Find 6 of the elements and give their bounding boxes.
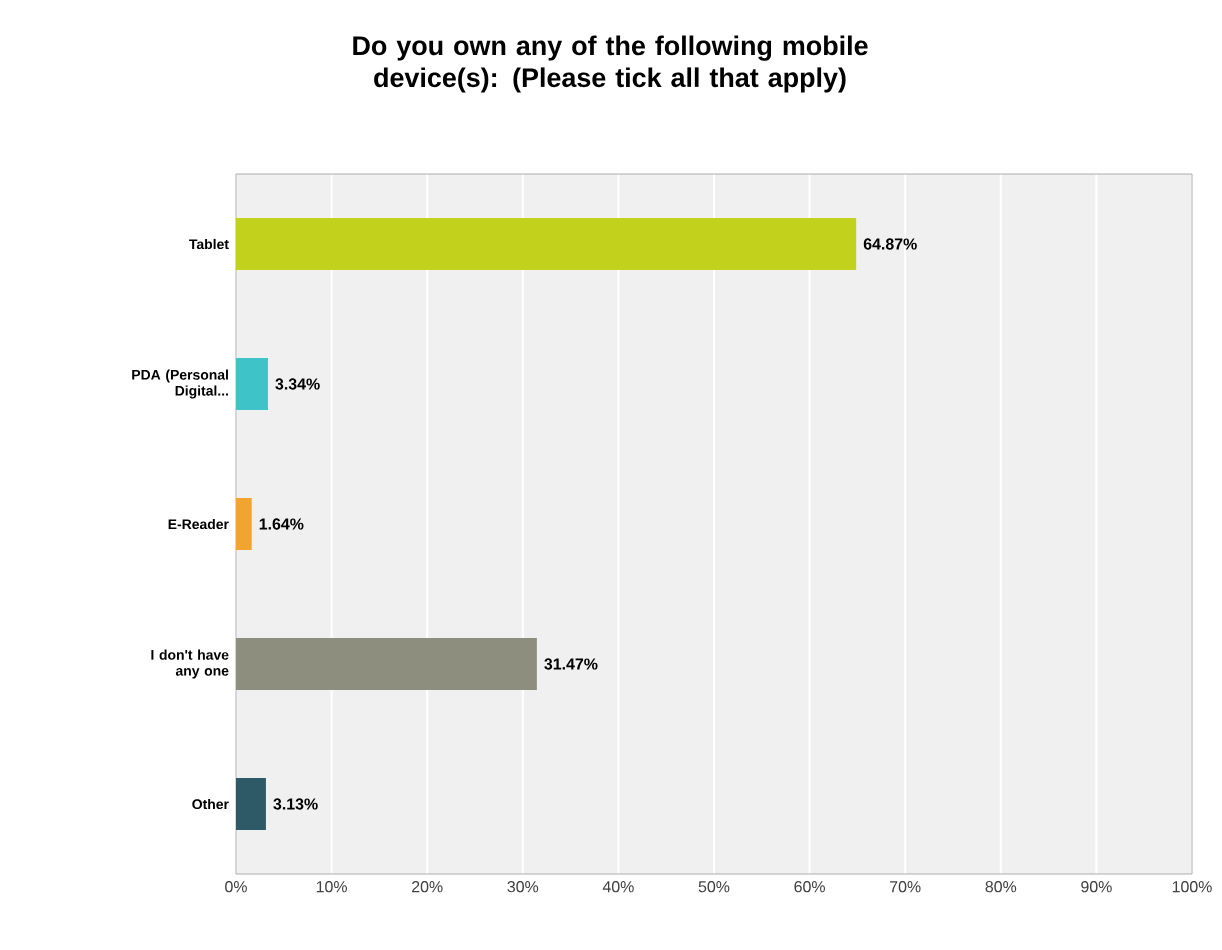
bar — [236, 358, 268, 411]
bar — [236, 218, 857, 271]
bar — [236, 498, 252, 551]
bar — [236, 638, 537, 691]
bar — [236, 778, 266, 831]
chart-title: Do you own any of the following mobile device(s): (Please tick all that apply) — [353, 35, 868, 93]
